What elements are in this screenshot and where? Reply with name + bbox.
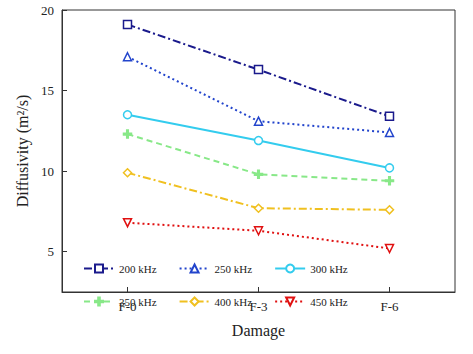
- svg-text:5: 5: [48, 244, 55, 259]
- svg-text:200 kHz: 200 kHz: [119, 263, 157, 275]
- svg-text:10: 10: [41, 164, 54, 179]
- svg-text:350 kHz: 350 kHz: [119, 296, 157, 308]
- svg-text:250 kHz: 250 kHz: [215, 263, 253, 275]
- svg-text:20: 20: [41, 3, 54, 18]
- svg-text:300 kHz: 300 kHz: [310, 263, 348, 275]
- svg-text:Damage: Damage: [232, 322, 285, 340]
- svg-text:F-6: F-6: [380, 299, 399, 314]
- svg-text:400 kHz: 400 kHz: [215, 296, 253, 308]
- svg-text:450 kHz: 450 kHz: [310, 296, 348, 308]
- svg-text:F-3: F-3: [249, 299, 267, 314]
- svg-text:Diffusivity (m²/s): Diffusivity (m²/s): [14, 95, 32, 208]
- svg-text:15: 15: [41, 83, 54, 98]
